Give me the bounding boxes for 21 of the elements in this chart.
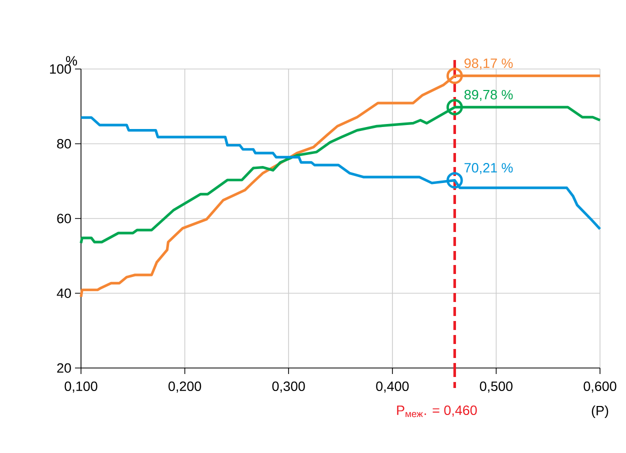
x-tick-label: 0,100 — [64, 382, 98, 393]
point — [446, 99, 463, 116]
line-series — [80, 116, 602, 230]
x-tick-label: 0,200 — [168, 382, 202, 393]
x-tick-label: 0,400 — [376, 382, 409, 393]
y-tick-label: 100 — [50, 64, 71, 74]
y-axis-title: % — [66, 56, 78, 66]
y-tick-label: 40 — [56, 288, 71, 298]
x-axis-title: (P) — [592, 406, 608, 418]
x-tick-label: 0,600 — [584, 382, 616, 393]
y-tick-label: 60 — [57, 214, 71, 224]
point — [446, 172, 463, 189]
y-tick-label: 20 — [57, 363, 71, 373]
data-label: 70,21 % — [464, 163, 513, 174]
x-tick-label: 0,500 — [480, 382, 512, 393]
ref-line-label: P$_{меж}$. = 0,460 — [397, 406, 477, 418]
y-tick-label: 80 — [57, 138, 71, 149]
x-tick-label: 0,300 — [272, 382, 305, 393]
point — [446, 68, 463, 84]
data-label: 98,17 % — [464, 58, 513, 70]
data-label: 89,78 % — [464, 90, 513, 102]
